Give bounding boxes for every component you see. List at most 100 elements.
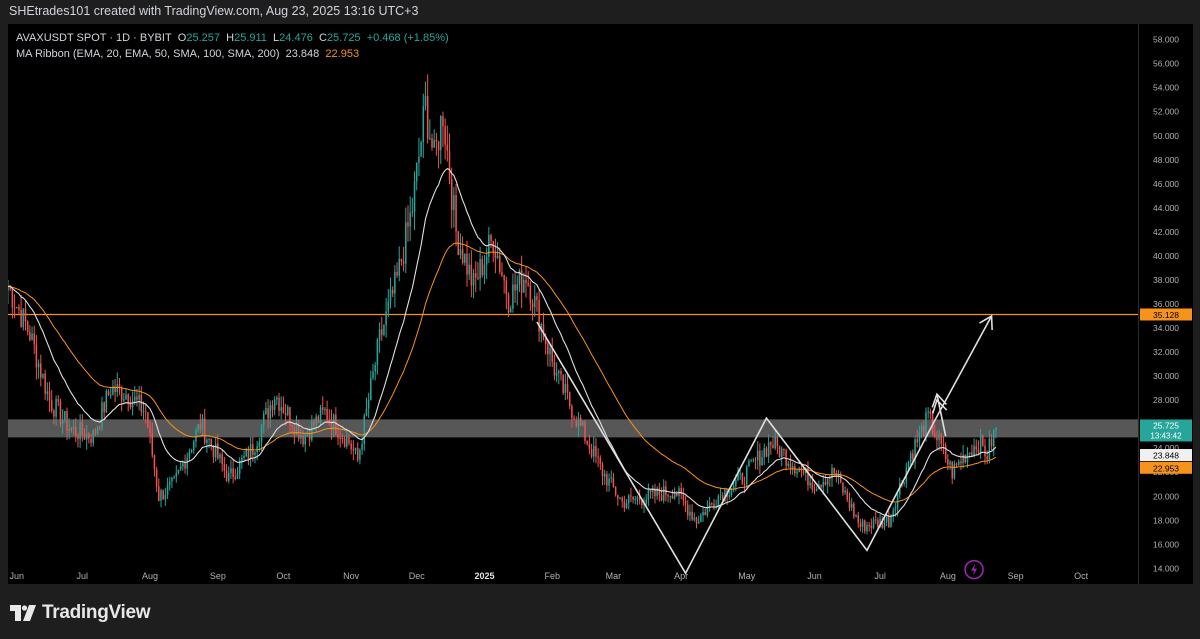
candle-body	[761, 457, 763, 466]
candle-body	[350, 443, 352, 450]
candle-body	[925, 412, 927, 437]
candle-body	[18, 306, 20, 310]
candle-body	[166, 484, 169, 496]
candle-body	[488, 235, 490, 257]
candle-body	[566, 384, 569, 393]
candle-body	[70, 428, 73, 430]
candle-body	[418, 156, 420, 163]
candle-body	[461, 249, 464, 263]
candle-body	[160, 490, 162, 501]
candle-body	[512, 284, 514, 309]
candle-body	[826, 477, 829, 485]
candle-body	[214, 443, 217, 458]
time-tick-label: Dec	[409, 571, 426, 581]
candle-body	[608, 478, 610, 486]
price-tick-label: 32.000	[1153, 347, 1179, 357]
candle-body	[669, 495, 672, 497]
time-tick-label: 2025	[474, 571, 494, 581]
candle-body	[990, 438, 993, 447]
ema50-price-tag: 22.953	[1153, 463, 1179, 473]
candle-body	[724, 489, 726, 502]
ma2-value: 22.953	[325, 48, 360, 60]
candle-body	[691, 511, 693, 520]
candle-body	[42, 373, 44, 378]
candle-body	[359, 449, 361, 460]
breakout-arrow-head-2	[931, 398, 948, 414]
candle-body	[402, 261, 405, 264]
candle-body	[745, 466, 748, 485]
chart-legend: AVAXUSDT SPOT · 1D · BYBIT O25.257 H25.9…	[16, 30, 449, 62]
candle-body	[337, 434, 339, 438]
candle-body	[328, 420, 331, 422]
candle-body	[783, 448, 785, 451]
candle-body	[114, 386, 116, 393]
price-plot[interactable]: Jun Jul Aug Sep Oct Nov Dec 2025 Feb Mar Apr May Jun…	[7, 24, 1138, 584]
candle-body	[706, 506, 709, 516]
candle-body	[686, 504, 689, 516]
candle-body	[754, 459, 757, 461]
candle-body	[99, 427, 101, 429]
candle-body	[468, 264, 470, 275]
chart-panel[interactable]: Jun Jul Aug Sep Oct Nov Dec 2025 Feb Mar Apr May Jun…	[7, 24, 1138, 584]
candle-body	[474, 273, 477, 278]
candle-body	[44, 373, 46, 394]
candle-body	[136, 396, 138, 400]
candle-body	[634, 499, 637, 501]
symbol-info[interactable]: AVAXUSDT SPOT · 1D · BYBIT	[16, 32, 172, 44]
candle-body	[741, 473, 744, 485]
candle-body	[936, 437, 938, 441]
candle-body	[728, 495, 731, 497]
candle-body	[630, 495, 632, 497]
candle-body	[22, 308, 25, 328]
price-tick-label: 56.000	[1153, 59, 1179, 69]
support-resistance-zone[interactable]	[8, 419, 1138, 438]
candle-body	[315, 416, 317, 426]
candle-body	[575, 420, 578, 427]
candle-body	[297, 423, 300, 439]
candle-body	[507, 294, 510, 313]
candle-body	[711, 503, 713, 505]
candle-body	[40, 363, 42, 378]
candle-body	[324, 408, 326, 410]
candle-body	[544, 338, 547, 344]
candle-body	[365, 408, 368, 416]
candle-body	[129, 403, 132, 408]
candle-body	[599, 457, 602, 464]
close-label: C	[318, 32, 327, 44]
candle-body	[815, 489, 818, 491]
candle-body	[182, 463, 184, 467]
candle-body	[625, 503, 628, 509]
ema50-price-tag-bg	[1140, 461, 1192, 474]
candle-body	[291, 424, 293, 428]
candle-body	[92, 430, 95, 443]
candle-body	[243, 456, 245, 459]
candle-body	[662, 486, 665, 501]
candle-body	[752, 459, 755, 461]
candle-body	[249, 444, 252, 460]
candle-body	[140, 394, 143, 412]
lightning-icon[interactable]	[964, 559, 984, 580]
candle-body	[883, 521, 886, 528]
candle-body	[293, 427, 296, 435]
candle-body	[455, 194, 457, 232]
candle-body	[479, 259, 481, 279]
candle-body	[920, 426, 923, 432]
ma-ribbon-label[interactable]: MA Ribbon (EMA, 20, EMA, 50, SMA, 100, S…	[16, 48, 280, 60]
candle-body	[173, 476, 175, 478]
ema-20-line[interactable]	[7, 167, 997, 517]
candle-body	[960, 461, 962, 464]
candle-body	[802, 470, 805, 474]
candle-body	[772, 444, 774, 449]
candle-body	[363, 415, 366, 445]
candle-body	[105, 391, 108, 413]
ema-50-line[interactable]	[7, 242, 997, 503]
candle-body	[81, 422, 84, 435]
candle-body	[872, 519, 875, 529]
price-axis[interactable]: 58.000 56.000 54.000 52.000 50.000 48.000 46.0…	[1138, 24, 1193, 584]
candle-body	[459, 249, 462, 255]
candle-body	[846, 490, 849, 500]
candle-body	[717, 496, 720, 508]
candle-body	[807, 467, 809, 486]
last-price-tag: 25.725	[1153, 420, 1179, 430]
candle-body	[179, 466, 182, 470]
